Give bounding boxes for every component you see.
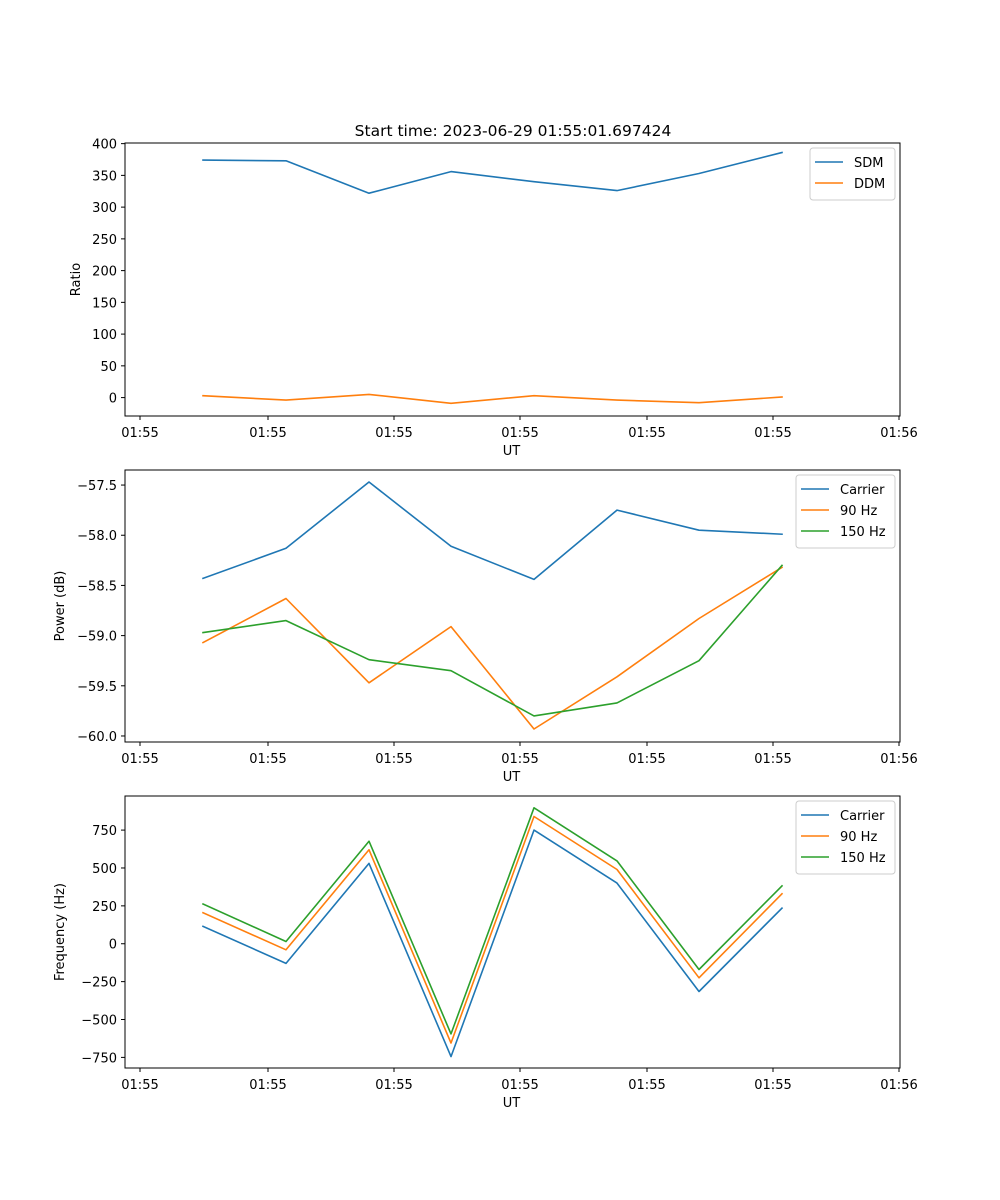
x-tick-label: 01:55	[375, 1078, 412, 1093]
chart-panel-1: 01:55 01:55 01:55 01:55 01:55 01:55 01:56 0 50 10…	[69, 138, 918, 459]
y-tick-label: −60.0	[77, 730, 117, 745]
axes-frame	[124, 469, 901, 743]
x-axis-label: UT	[503, 770, 521, 785]
legend: Carrier 90 Hz 150 Hz	[795, 474, 896, 549]
y-axis-label: Ratio	[69, 263, 84, 296]
y-tick-label: 100	[92, 328, 117, 343]
x-tick-label: 01:55	[121, 426, 158, 441]
y-tick-label: 250	[92, 233, 117, 248]
series-line-150-hz	[202, 564, 784, 717]
y-axis-label: Power (dB)	[53, 571, 68, 642]
y-tick-label: −750	[81, 1051, 117, 1066]
chart-title: Start time: 2023-06-29 01:55:01.697424	[355, 122, 672, 140]
y-axis-label: Frequency (Hz)	[53, 883, 68, 981]
legend-entry: SDM	[854, 156, 883, 171]
legend-entry: 150 Hz	[840, 525, 886, 540]
y-tick-label: −59.0	[77, 630, 117, 645]
series-line-90-hz	[201, 815, 784, 1044]
series-line-ddm	[202, 393, 783, 405]
y-tick-label: 300	[92, 201, 117, 216]
x-axis-label: UT	[503, 1096, 521, 1111]
axes-frame	[124, 142, 901, 417]
x-tick-label: 01:55	[249, 426, 286, 441]
x-tick-label: 01:55	[501, 752, 538, 767]
x-tick-label: 01:55	[375, 426, 412, 441]
x-tick-label: 01:55	[249, 752, 286, 767]
y-tick-label: −58.5	[77, 579, 117, 594]
y-tick-label: −57.5	[77, 479, 117, 494]
axes-frame	[124, 795, 901, 1069]
y-tick-label: 0	[109, 938, 117, 953]
legend-box	[795, 474, 896, 549]
chart-panel-2: 01:55 01:55 01:55 01:55 01:55 01:55 01:56 −57.5…	[53, 469, 918, 785]
y-tick-label: −250	[81, 976, 117, 991]
x-tick-label: 01:56	[880, 1078, 917, 1093]
x-tick-label: 01:55	[375, 752, 412, 767]
legend: SDM DDM	[809, 147, 896, 201]
y-tick-label: 500	[92, 862, 117, 877]
series-line-carrier	[201, 829, 784, 1058]
legend: Carrier 90 Hz 150 Hz	[795, 800, 896, 875]
chart-panel-3: 01:55 01:55 01:55 01:55 01:55 01:55 01:56 750 50…	[53, 795, 918, 1111]
legend-entry: 150 Hz	[840, 851, 886, 866]
x-tick-label: 01:55	[501, 1078, 538, 1093]
legend-entry: 90 Hz	[840, 504, 877, 519]
y-tick-label: −59.5	[77, 680, 117, 695]
x-tick-label: 01:55	[501, 426, 538, 441]
x-tick-label: 01:55	[754, 426, 791, 441]
series-line-carrier	[201, 481, 783, 581]
x-tick-label: 01:55	[121, 1078, 158, 1093]
x-tick-label: 01:55	[628, 1078, 665, 1093]
y-tick-label: 400	[92, 138, 117, 153]
x-tick-label: 01:56	[880, 752, 917, 767]
x-tick-label: 01:55	[121, 752, 158, 767]
legend-entry: 90 Hz	[840, 830, 877, 845]
y-tick-label: 350	[92, 169, 117, 184]
legend-entry: DDM	[854, 177, 885, 192]
x-tick-label: 01:55	[754, 752, 791, 767]
series-line-sdm	[202, 151, 783, 194]
x-tick-label: 01:56	[880, 426, 917, 441]
x-tick-label: 01:55	[628, 426, 665, 441]
legend-box	[795, 800, 896, 875]
x-axis-label: UT	[503, 444, 521, 459]
y-tick-label: 50	[100, 360, 117, 375]
y-tick-label: −58.0	[77, 529, 117, 544]
series-line-150-hz	[201, 806, 784, 1035]
series-line-90-hz	[201, 566, 784, 730]
y-tick-label: 750	[92, 824, 117, 839]
x-tick-label: 01:55	[249, 1078, 286, 1093]
x-tick-label: 01:55	[754, 1078, 791, 1093]
legend-box	[809, 147, 896, 201]
y-tick-label: 0	[109, 392, 117, 407]
y-tick-label: 150	[92, 296, 117, 311]
y-tick-label: 250	[92, 900, 117, 915]
legend-entry: Carrier	[840, 809, 885, 824]
x-tick-label: 01:55	[628, 752, 665, 767]
y-tick-label: −500	[81, 1014, 117, 1029]
y-tick-label: 200	[92, 265, 117, 280]
legend-entry: Carrier	[840, 483, 885, 498]
